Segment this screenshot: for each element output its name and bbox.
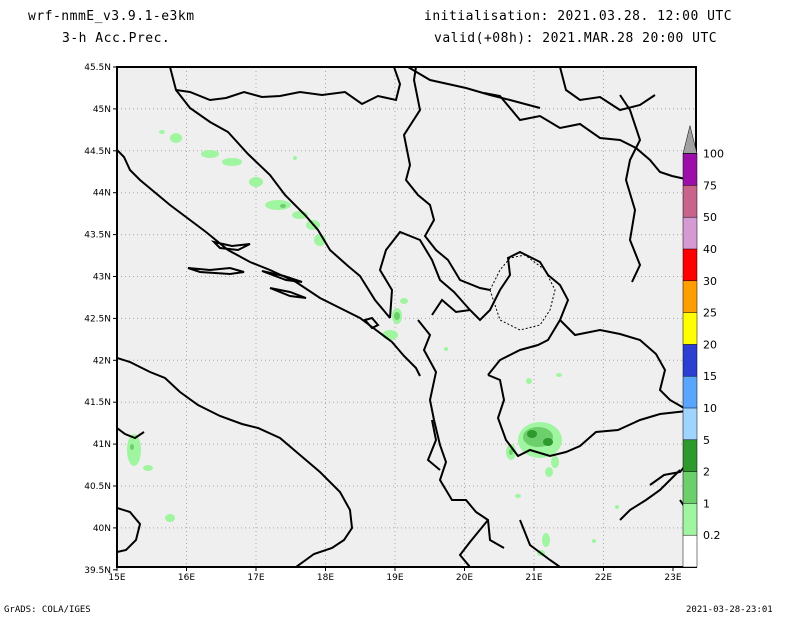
latitude-label: 44.5N	[84, 147, 111, 157]
colorbar-segment	[683, 408, 697, 440]
footer-credit: GrADS: COLA/IGES	[4, 605, 91, 615]
latitude-label: 44N	[93, 189, 111, 199]
colorbar-segment	[683, 312, 697, 345]
colorbar-segment	[683, 217, 697, 249]
latitude-label: 45N	[93, 105, 111, 115]
longitude-axis: 15E 16E 17E 18E 19E 20E 21E 22E 23E	[108, 567, 682, 583]
init-time: initialisation: 2021.03.28. 12:00 UTC	[424, 9, 733, 24]
colorbar-label: 1	[703, 497, 710, 510]
colorbar-label: 30	[703, 275, 717, 288]
colorbar-segment	[683, 376, 697, 408]
colorbar-segment	[683, 344, 697, 377]
latitude-label: 43.5N	[84, 231, 111, 241]
latitude-label: 40N	[93, 524, 111, 534]
longitude-label: 18E	[317, 573, 334, 583]
latitude-label: 42N	[93, 356, 111, 366]
map-gridlines	[117, 67, 696, 567]
longitude-label: 21E	[525, 573, 542, 583]
longitude-label: 19E	[386, 573, 403, 583]
colorbar-segment	[683, 185, 697, 218]
colorbar-label: 25	[703, 307, 717, 320]
latitude-label: 41.5N	[84, 398, 111, 408]
longitude-label: 17E	[247, 573, 264, 583]
coastlines-borders	[117, 67, 696, 567]
colorbar-label: 40	[703, 243, 717, 256]
colorbar-label: 10	[703, 402, 717, 415]
colorbar-segment	[683, 153, 697, 186]
latitude-label: 42.5N	[84, 314, 111, 324]
latitude-label: 40.5N	[84, 482, 111, 492]
colorbar-label: 50	[703, 211, 717, 224]
kosovo-border	[489, 254, 556, 331]
longitude-label: 20E	[456, 573, 473, 583]
colorbar-segment	[683, 471, 697, 504]
colorbar-segment	[683, 439, 697, 472]
longitude-label: 22E	[595, 573, 612, 583]
colorbar-label: 2	[703, 466, 710, 479]
colorbar-label: 0.2	[703, 529, 721, 542]
colorbar-segment	[683, 280, 697, 313]
colorbar-label: 75	[703, 179, 717, 192]
model-title: wrf-nmmE_v3.9.1-e3km	[28, 9, 195, 24]
longitude-label: 16E	[178, 573, 195, 583]
colorbar-segment	[683, 535, 697, 567]
colorbar-label: 100	[703, 148, 724, 161]
latitude-label: 43N	[93, 273, 111, 283]
colorbar-label: 20	[703, 338, 717, 351]
colorbar-segment	[683, 503, 697, 536]
colorbar-label: 5	[703, 434, 710, 447]
footer-timestamp: 2021-03-28-23:01	[686, 605, 773, 615]
colorbar-label: 15	[703, 370, 717, 383]
colorbar-segment	[683, 249, 697, 281]
valid-time: valid(+08h): 2021.MAR.28 20:00 UTC	[434, 31, 718, 46]
map-area	[117, 67, 696, 567]
latitude-label: 45.5N	[84, 63, 111, 73]
field-title: 3-h Acc.Prec.	[62, 31, 171, 46]
latitude-label: 41N	[93, 440, 111, 450]
latitude-label: 39.5N	[84, 566, 111, 576]
latitude-axis: 45.5N 45N 44.5N 44N 43.5N 43N 42.5N 42N 41.5N 41N…	[84, 63, 117, 576]
longitude-label: 23E	[664, 573, 681, 583]
longitude-label: 15E	[108, 573, 125, 583]
